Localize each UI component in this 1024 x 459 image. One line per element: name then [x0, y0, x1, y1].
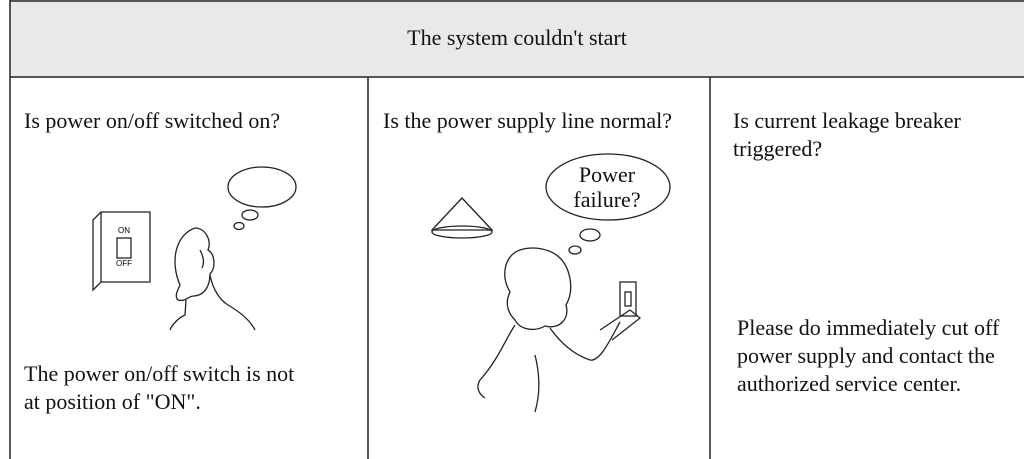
- switch-label: ON: [118, 226, 130, 235]
- question: Is current leakage breaker triggered?: [733, 108, 961, 161]
- switch-label: OFF: [116, 259, 132, 268]
- table-lines: [9, 0, 1024, 459]
- header-title: The system couldn't start: [407, 25, 627, 50]
- question: Is the power supply line normal?: [383, 108, 672, 133]
- switch-illustration: [92, 166, 297, 331]
- question: Is power on/off switched on?: [24, 108, 281, 133]
- answer: The power on/off switch is not at positi…: [24, 361, 295, 414]
- answer: Please do immediately cut off power supp…: [737, 315, 1000, 396]
- power-illustration: [430, 153, 671, 413]
- thought-bubble-text: Power failure?: [573, 162, 641, 212]
- header-background: [10, 0, 1024, 77]
